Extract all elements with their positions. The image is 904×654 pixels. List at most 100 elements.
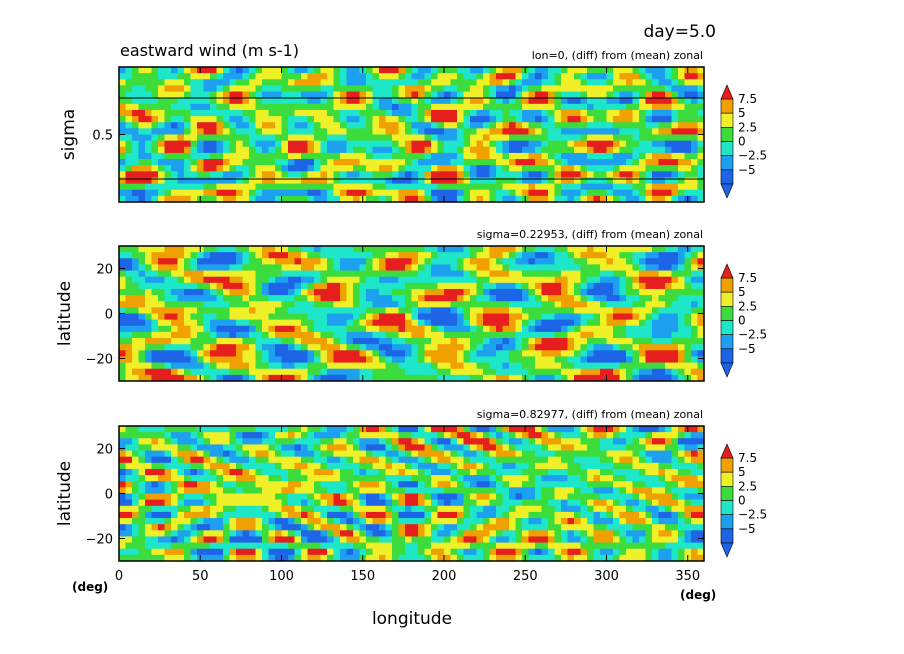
- field-cell: [691, 331, 698, 339]
- field-cell: [177, 368, 185, 376]
- field-cell: [151, 350, 159, 357]
- field-cell: [626, 462, 633, 470]
- field-cell: [216, 79, 224, 86]
- field-cell: [483, 246, 490, 253]
- field-cell: [249, 264, 256, 271]
- field-cell: [606, 122, 614, 129]
- field-cell: [294, 444, 302, 451]
- field-cell: [619, 165, 627, 172]
- field-cell: [515, 374, 523, 382]
- field-cell: [619, 331, 627, 339]
- field-cell: [450, 159, 458, 166]
- field-cell: [619, 189, 627, 197]
- field-cell: [353, 356, 360, 363]
- field-cell: [554, 183, 562, 191]
- field-cell: [450, 301, 458, 308]
- field-cell: [463, 91, 471, 99]
- field-cell: [587, 134, 594, 142]
- field-cell: [496, 246, 503, 253]
- field-cell: [177, 252, 185, 259]
- field-cell: [554, 152, 562, 160]
- field-cell: [509, 122, 516, 129]
- field-cell: [177, 258, 185, 265]
- field-cell: [288, 456, 295, 464]
- field-cell: [457, 171, 464, 178]
- field-cell: [405, 146, 412, 154]
- field-cell: [119, 331, 126, 339]
- field-cell: [658, 331, 666, 339]
- field-cell: [210, 103, 217, 111]
- field-cell: [197, 85, 204, 92]
- field-cell: [366, 91, 373, 99]
- field-cell: [229, 122, 237, 129]
- field-cell: [554, 165, 562, 172]
- field-cell: [691, 85, 698, 92]
- field-cell: [262, 97, 269, 105]
- field-cell: [249, 67, 256, 74]
- field-cell: [509, 189, 516, 197]
- field-cell: [528, 432, 536, 439]
- field-cell: [346, 288, 354, 296]
- field-cell: [281, 362, 289, 370]
- field-cell: [223, 171, 230, 178]
- field-cell: [392, 374, 399, 382]
- field-cell: [197, 79, 204, 86]
- field-cell: [613, 183, 620, 191]
- field-cell: [294, 116, 302, 123]
- field-cell: [496, 195, 503, 203]
- field-cell: [658, 356, 666, 363]
- field-cell: [561, 450, 568, 458]
- field-cell: [294, 165, 302, 172]
- field-cell: [359, 116, 367, 123]
- field-cell: [281, 270, 289, 278]
- field-cell: [203, 487, 211, 494]
- field-cell: [288, 301, 295, 308]
- field-cell: [444, 307, 451, 314]
- field-cell: [372, 462, 380, 470]
- field-cell: [528, 313, 536, 321]
- field-cell: [216, 295, 224, 302]
- field-cell: [255, 79, 263, 86]
- field-cell: [405, 468, 412, 476]
- field-cell: [242, 189, 250, 197]
- field-cell: [457, 444, 464, 451]
- field-cell: [509, 177, 516, 184]
- field-cell: [392, 128, 399, 135]
- field-cell: [418, 368, 425, 376]
- field-cell: [268, 374, 276, 382]
- field-cell: [379, 468, 386, 476]
- field-cell: [262, 183, 269, 191]
- field-cell: [509, 264, 516, 271]
- field-cell: [242, 426, 250, 433]
- field-cell: [314, 456, 321, 464]
- field-cell: [450, 171, 458, 178]
- field-cell: [678, 282, 685, 290]
- field-cell: [184, 325, 191, 333]
- field-cell: [171, 301, 178, 308]
- field-cell: [398, 252, 406, 259]
- field-cell: [541, 128, 549, 135]
- field-cell: [606, 307, 614, 314]
- field-cell: [476, 97, 484, 105]
- field-cell: [119, 462, 126, 470]
- field-cell: [125, 438, 133, 445]
- field-cell: [164, 264, 172, 271]
- field-cell: [236, 475, 243, 482]
- field-cell: [593, 195, 601, 203]
- field-cell: [567, 258, 575, 265]
- field-cell: [379, 140, 386, 148]
- field-cell: [249, 177, 256, 184]
- field-cell: [385, 85, 393, 92]
- field-cell: [593, 97, 601, 105]
- field-cell: [626, 475, 633, 482]
- field-cell: [697, 140, 705, 148]
- field-cell: [613, 264, 620, 271]
- field-cell: [437, 313, 445, 321]
- field-cell: [327, 103, 334, 111]
- field-cell: [249, 183, 256, 191]
- field-cell: [528, 171, 536, 178]
- field-cell: [132, 85, 139, 92]
- field-cell: [281, 282, 289, 290]
- field-cell: [515, 134, 523, 142]
- field-cell: [294, 183, 302, 191]
